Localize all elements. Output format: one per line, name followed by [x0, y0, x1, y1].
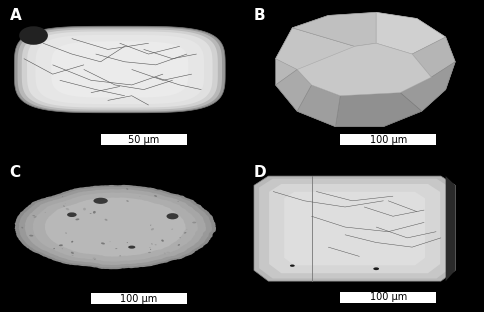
Ellipse shape [105, 219, 107, 221]
Ellipse shape [67, 212, 76, 217]
Ellipse shape [69, 216, 72, 217]
Ellipse shape [76, 218, 79, 220]
Ellipse shape [94, 259, 96, 260]
Ellipse shape [126, 200, 129, 202]
Ellipse shape [290, 265, 295, 267]
Text: 100 μm: 100 μm [370, 292, 407, 302]
Ellipse shape [186, 229, 187, 230]
Ellipse shape [150, 249, 151, 250]
Ellipse shape [128, 246, 136, 249]
Ellipse shape [71, 252, 74, 254]
Ellipse shape [139, 196, 140, 197]
Ellipse shape [33, 216, 36, 218]
Ellipse shape [184, 232, 186, 234]
Polygon shape [15, 26, 225, 113]
Ellipse shape [19, 26, 48, 45]
Ellipse shape [66, 208, 69, 210]
Ellipse shape [171, 229, 173, 230]
Ellipse shape [21, 227, 23, 228]
Ellipse shape [59, 244, 63, 246]
Polygon shape [275, 12, 455, 127]
Polygon shape [275, 70, 312, 111]
Text: 100 μm: 100 μm [121, 294, 158, 304]
Ellipse shape [90, 213, 91, 214]
Polygon shape [275, 28, 364, 71]
FancyBboxPatch shape [101, 134, 187, 145]
Ellipse shape [178, 201, 179, 202]
Polygon shape [376, 12, 446, 54]
Polygon shape [17, 27, 222, 111]
Ellipse shape [71, 241, 73, 243]
Polygon shape [400, 62, 455, 111]
Text: 50 μm: 50 μm [128, 135, 159, 145]
Polygon shape [284, 192, 425, 266]
Ellipse shape [83, 208, 86, 210]
Ellipse shape [150, 225, 151, 226]
FancyBboxPatch shape [91, 294, 187, 304]
Ellipse shape [101, 242, 105, 245]
FancyBboxPatch shape [340, 292, 436, 303]
Polygon shape [27, 32, 212, 108]
Ellipse shape [166, 252, 170, 253]
Ellipse shape [109, 241, 111, 242]
Ellipse shape [72, 255, 74, 256]
Ellipse shape [154, 195, 157, 197]
Ellipse shape [65, 232, 67, 234]
Polygon shape [254, 176, 455, 281]
Polygon shape [22, 29, 218, 110]
Polygon shape [446, 176, 455, 281]
Polygon shape [292, 12, 376, 46]
Ellipse shape [62, 196, 63, 197]
Ellipse shape [93, 198, 108, 204]
Ellipse shape [149, 247, 151, 248]
Text: D: D [254, 165, 267, 180]
Ellipse shape [373, 267, 379, 270]
Polygon shape [259, 179, 450, 279]
Ellipse shape [161, 240, 164, 242]
Ellipse shape [126, 188, 128, 190]
Text: 100 μm: 100 μm [370, 135, 407, 145]
Ellipse shape [155, 244, 157, 245]
Ellipse shape [63, 206, 65, 207]
Polygon shape [45, 197, 186, 256]
Polygon shape [32, 193, 198, 262]
Ellipse shape [164, 252, 166, 255]
Text: A: A [10, 8, 21, 23]
Ellipse shape [32, 215, 35, 216]
Ellipse shape [151, 228, 154, 230]
Ellipse shape [180, 237, 181, 238]
Ellipse shape [115, 248, 118, 249]
Polygon shape [297, 85, 340, 127]
Polygon shape [412, 37, 455, 77]
FancyBboxPatch shape [340, 134, 436, 145]
Ellipse shape [93, 211, 96, 214]
Ellipse shape [62, 248, 63, 249]
Polygon shape [15, 185, 216, 269]
Polygon shape [51, 41, 188, 98]
Ellipse shape [29, 235, 33, 236]
Polygon shape [25, 189, 206, 265]
Polygon shape [297, 43, 431, 96]
Ellipse shape [53, 248, 55, 249]
Text: B: B [254, 8, 266, 23]
Polygon shape [269, 184, 440, 273]
Text: C: C [10, 165, 21, 180]
Ellipse shape [166, 213, 179, 219]
Ellipse shape [65, 203, 66, 204]
Ellipse shape [148, 252, 151, 253]
Ellipse shape [178, 244, 180, 246]
Ellipse shape [92, 257, 96, 259]
Polygon shape [335, 93, 422, 127]
Polygon shape [18, 187, 212, 268]
Ellipse shape [127, 242, 128, 243]
Ellipse shape [151, 243, 152, 245]
Ellipse shape [192, 222, 196, 223]
Polygon shape [35, 35, 204, 104]
